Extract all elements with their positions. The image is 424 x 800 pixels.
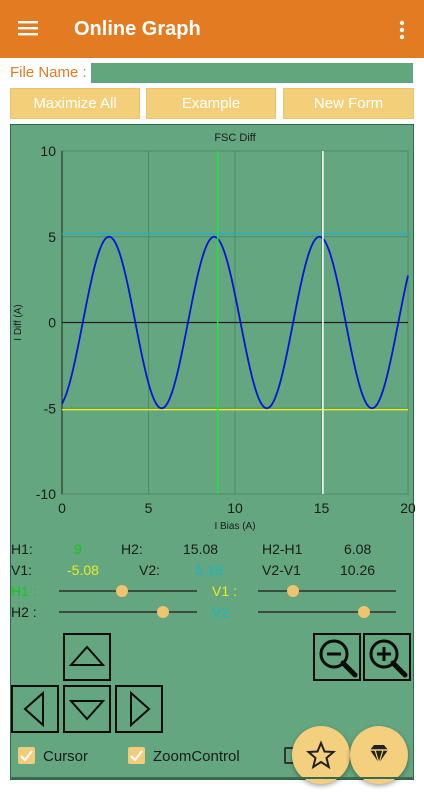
zoom-out-icon: [319, 639, 358, 678]
h2-readout-label: H2:: [121, 541, 143, 557]
cursor-checkbox[interactable]: [18, 747, 35, 764]
x-axis-label: I Bias (A): [214, 521, 255, 532]
v1-readout-label: V1:: [11, 562, 33, 578]
h2-h1-label: H2-H1: [262, 541, 303, 557]
zoom-in-button[interactable]: [363, 633, 411, 681]
h2-slider-thumb[interactable]: [156, 606, 169, 618]
left-arrow-icon: [23, 690, 44, 728]
cursor-checkbox-label: Cursor: [43, 748, 89, 765]
v1-slider-thumb[interactable]: [286, 585, 299, 597]
down-arrow-button[interactable]: [63, 685, 111, 733]
v2-readout-label: V2:: [139, 562, 161, 578]
v1-readout-value: -5.08: [67, 562, 99, 578]
up-arrow-icon: [68, 645, 106, 666]
premium-button[interactable]: [350, 726, 408, 784]
left-arrow-button[interactable]: [11, 685, 59, 733]
check-icon: [20, 750, 33, 762]
y-tick-label: 0: [48, 315, 56, 331]
new-form-button[interactable]: New Form: [283, 88, 414, 119]
h1-slider-thumb[interactable]: [116, 585, 129, 597]
more-vert-icon[interactable]: [392, 17, 412, 43]
menu-icon[interactable]: [16, 16, 42, 42]
v2-slider-label: V2: [212, 604, 230, 620]
h2-slider-label: H2 :: [11, 604, 37, 620]
zoom-out-button[interactable]: [313, 633, 361, 681]
v1-slider[interactable]: [258, 585, 396, 597]
x-tick-label: 15: [314, 500, 330, 516]
h2-readout-value: 15.08: [183, 541, 219, 557]
y-axis-label: I Diff (A): [13, 304, 24, 340]
up-arrow-button[interactable]: [63, 633, 111, 681]
h2-slider[interactable]: [59, 606, 197, 618]
v1-slider-label: V1 :: [212, 583, 237, 599]
zoom-control-checkbox[interactable]: [128, 747, 145, 764]
y-tick-label: 5: [48, 229, 56, 245]
v2-v1-label: V2-V1: [262, 562, 301, 578]
x-tick-label: 20: [400, 500, 415, 516]
h1-slider[interactable]: [59, 585, 197, 597]
y-tick-label: -10: [36, 486, 56, 502]
x-tick-label: 0: [58, 500, 66, 516]
v2-slider-thumb[interactable]: [358, 606, 371, 618]
chart[interactable]: FSC Diff 0 5 10 15 20 10 5 0 -5 -10 I Bias (A) I Dif…: [11, 125, 415, 535]
h1-slider-label: H1 :: [11, 583, 37, 599]
file-name-input[interactable]: [91, 63, 413, 83]
right-arrow-icon: [130, 690, 151, 728]
maximize-all-button[interactable]: Maximize All: [10, 88, 140, 119]
x-tick-label: 5: [145, 500, 153, 516]
star-icon: [305, 740, 337, 770]
app-bar: Online Graph: [0, 0, 424, 58]
v2-v1-value: 10.26: [340, 562, 376, 578]
zoom-control-checkbox-label: ZoomControl: [153, 748, 240, 765]
v2-slider[interactable]: [258, 606, 396, 618]
h1-readout-value: 9: [74, 541, 82, 557]
series-line: [61, 235, 409, 410]
x-tick-label: 10: [227, 500, 243, 516]
right-arrow-button[interactable]: [115, 685, 163, 733]
favorite-button[interactable]: [292, 726, 350, 784]
diamond-icon: [370, 745, 388, 766]
app-title: Online Graph: [74, 18, 201, 40]
v2-readout-value: 5.18: [195, 562, 223, 578]
check-icon: [130, 750, 143, 762]
example-button[interactable]: Example: [146, 88, 276, 119]
bottom-divider: [10, 777, 414, 779]
h2-h1-value: 6.08: [344, 541, 372, 557]
y-tick-label: 10: [40, 143, 56, 159]
file-name-label: File Name :: [10, 64, 87, 81]
chart-title: FSC Diff: [214, 132, 256, 144]
graph-panel: FSC Diff 0 5 10 15 20 10 5 0 -5 -10 I Bias (A) I Dif…: [10, 124, 415, 780]
down-arrow-icon: [68, 700, 106, 721]
zoom-in-icon: [369, 639, 408, 678]
y-tick-label: -5: [44, 400, 57, 416]
h1-readout-label: H1:: [11, 541, 33, 557]
